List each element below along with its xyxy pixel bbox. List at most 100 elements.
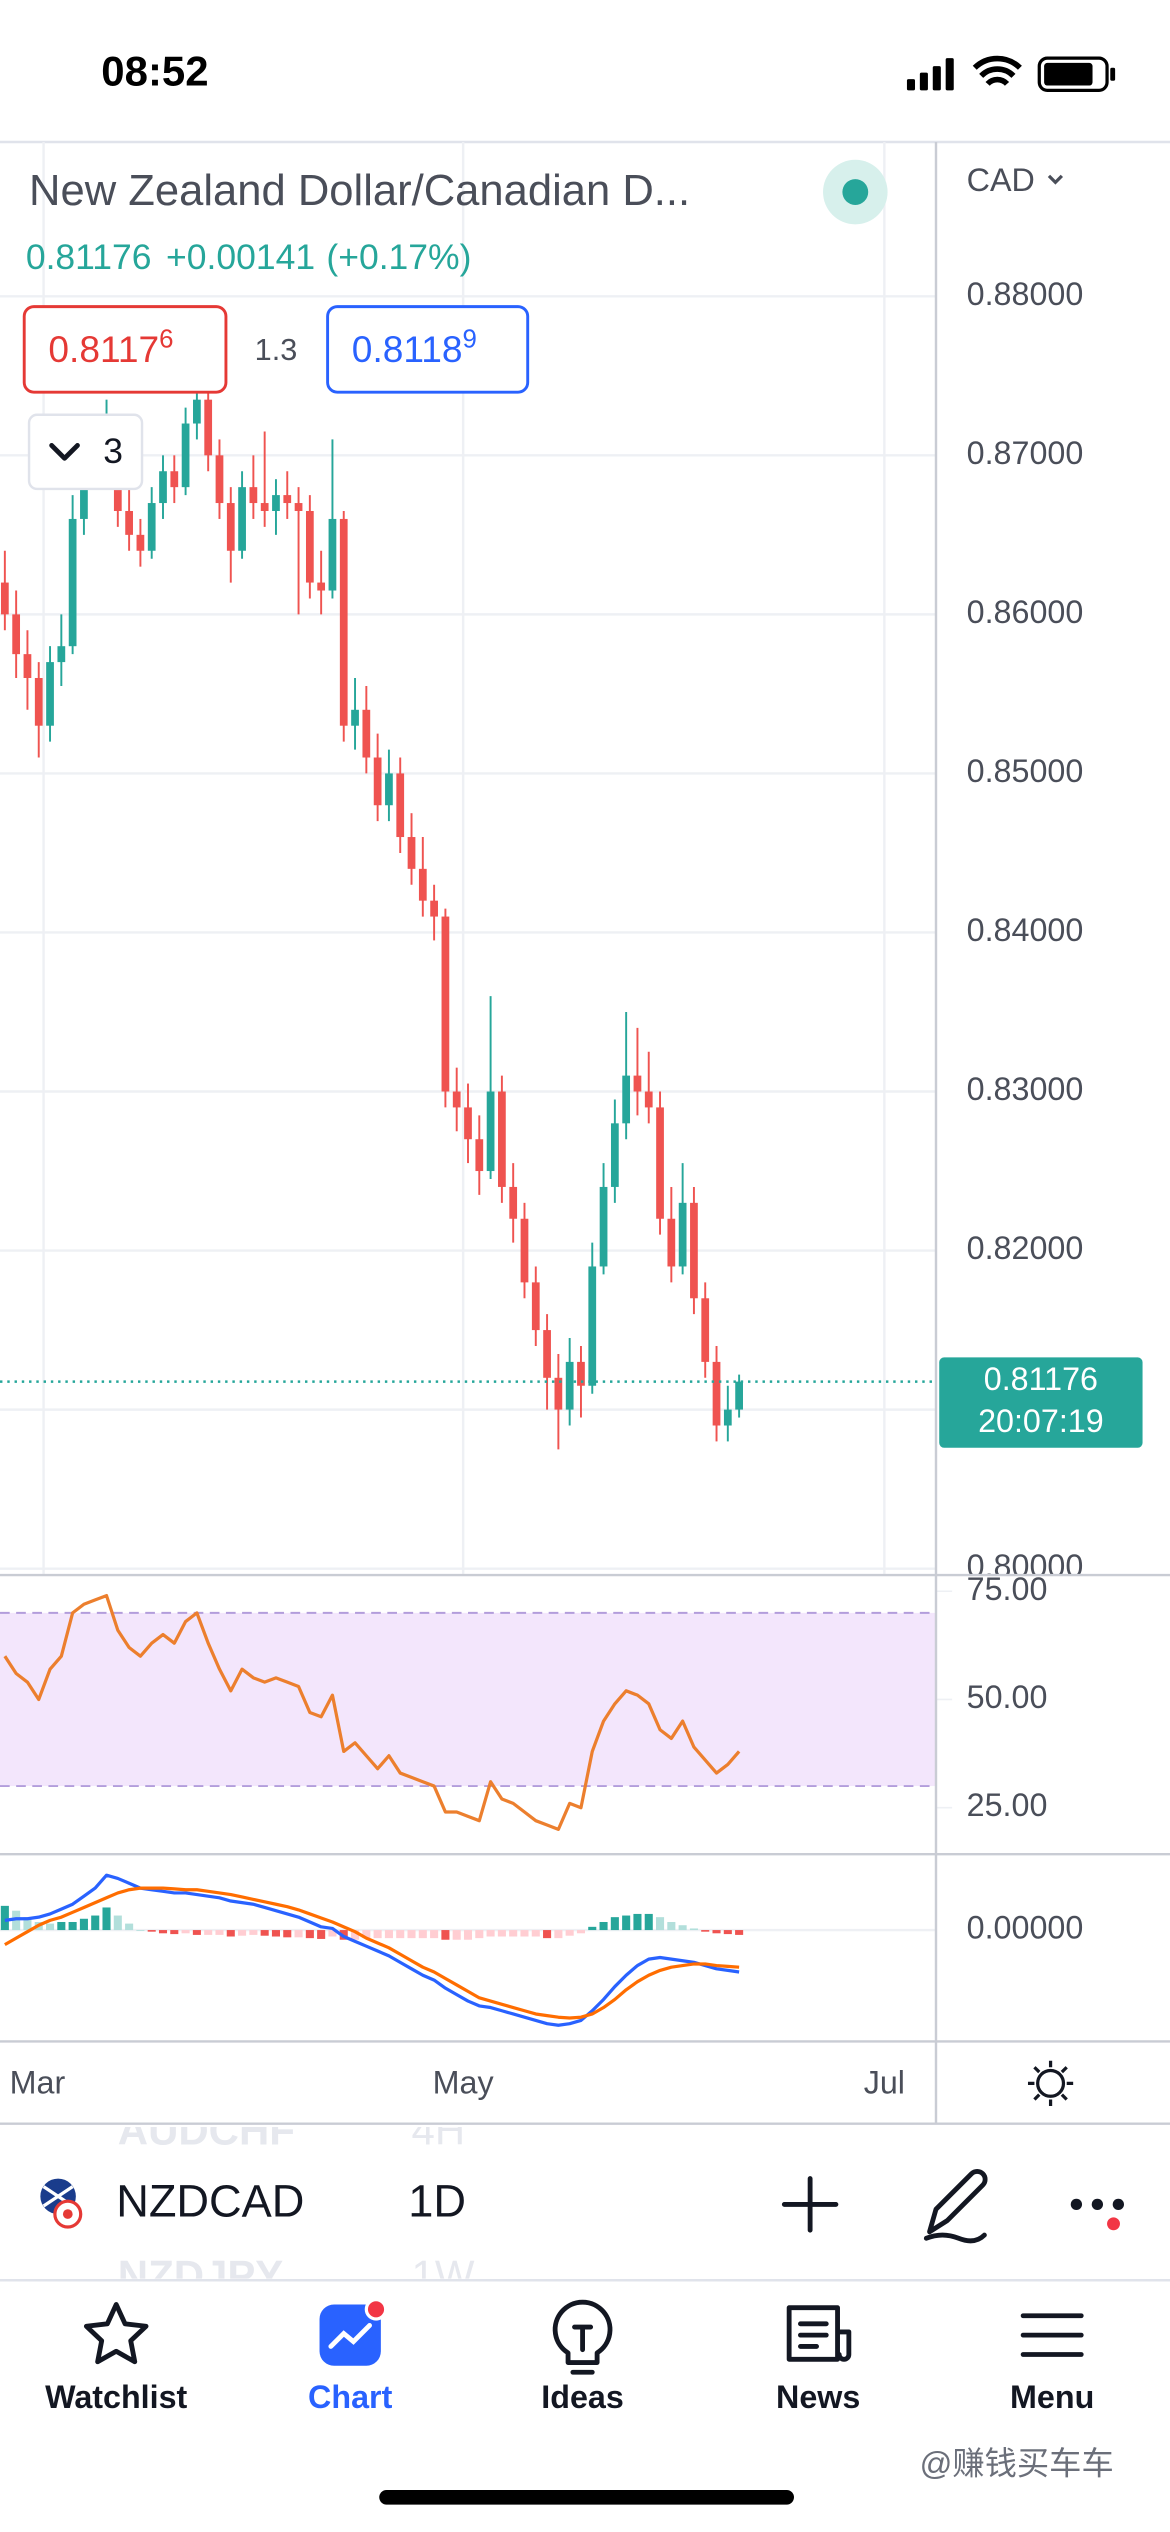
macd-histogram xyxy=(373,1930,382,1939)
x-tick-label: Jul xyxy=(864,2065,905,2101)
y-tick-label: 25.00 xyxy=(967,1787,1048,1823)
candle-body xyxy=(554,1377,563,1410)
macd-histogram xyxy=(68,1921,77,1931)
candle-body xyxy=(136,534,145,551)
macd-histogram xyxy=(622,1915,631,1931)
symbol-title[interactable]: New Zealand Dollar/Canadian D... xyxy=(29,167,690,215)
macd-histogram xyxy=(452,1930,461,1940)
macd-histogram xyxy=(689,1928,698,1931)
menu-icon[interactable] xyxy=(1020,2313,1084,2357)
macd-histogram xyxy=(192,1930,201,1935)
tab-label[interactable]: Ideas xyxy=(541,2379,624,2415)
news-icon[interactable] xyxy=(786,2305,852,2362)
macd-histogram xyxy=(57,1921,66,1931)
y-tick-label: 0.88000 xyxy=(967,276,1084,312)
candle-body xyxy=(57,646,66,663)
macd-histogram xyxy=(271,1930,280,1937)
candle-body xyxy=(226,503,235,551)
sell-button[interactable] xyxy=(22,305,228,394)
tab-label[interactable]: Watchlist xyxy=(45,2379,187,2415)
candle-body xyxy=(317,582,326,591)
macd-histogram xyxy=(554,1930,563,1939)
buy-button[interactable] xyxy=(326,305,530,394)
macd-histogram xyxy=(226,1930,235,1937)
macd-histogram xyxy=(23,1917,32,1931)
macd-histogram xyxy=(79,1918,88,1931)
candle-body xyxy=(204,399,213,456)
macd-histogram xyxy=(633,1913,642,1931)
y-tick-label: 0.85000 xyxy=(967,753,1084,789)
candle-body xyxy=(735,1381,743,1410)
candle-body xyxy=(396,773,405,838)
macd-histogram xyxy=(497,1930,506,1937)
badge xyxy=(364,2298,388,2321)
signal-line xyxy=(4,1886,740,2020)
symbol-bar: AUDCHF 4H NZDJPY 1W xyxy=(118,2127,475,2299)
macd-histogram xyxy=(113,1915,122,1931)
macd-histogram xyxy=(102,1907,111,1931)
candle-body xyxy=(633,1075,642,1092)
chart-icon[interactable] xyxy=(319,2304,381,2366)
macd-histogram xyxy=(170,1930,179,1935)
currency[interactable]: CAD xyxy=(967,162,1035,198)
macd-histogram xyxy=(407,1930,416,1939)
macd-histogram xyxy=(576,1930,585,1934)
candle-body xyxy=(622,1075,631,1124)
tab-label[interactable]: Menu xyxy=(1010,2379,1094,2415)
candle-body xyxy=(215,455,224,504)
add-button[interactable] xyxy=(781,2176,839,2233)
flag xyxy=(40,2178,83,2229)
candle-body xyxy=(80,471,88,519)
macd-histogram xyxy=(430,1930,439,1939)
sell-price: 0.81176 xyxy=(48,325,173,369)
home-indicator xyxy=(379,2490,794,2505)
candle-body xyxy=(272,495,280,511)
status-icons xyxy=(906,55,1116,92)
more-button[interactable] xyxy=(1070,2198,1124,2231)
macd-histogram xyxy=(125,1923,134,1931)
settings-icon[interactable] xyxy=(1027,2060,1074,2106)
spread: 1.3 xyxy=(255,333,298,367)
macd-histogram xyxy=(305,1930,314,1939)
candle-body xyxy=(68,518,77,647)
candle-body xyxy=(418,868,427,901)
y-tick-label: 0.83000 xyxy=(967,1071,1084,1107)
ghost-interval: 1W xyxy=(412,2252,475,2299)
buy-main: 0.8118 xyxy=(352,328,463,370)
last-price-box xyxy=(939,1357,1143,1448)
tab-label[interactable]: News xyxy=(776,2379,860,2415)
countdown: 20:07:19 xyxy=(978,1403,1104,1439)
ideas-icon[interactable] xyxy=(552,2299,613,2375)
candle-body xyxy=(531,1282,540,1331)
candle-body xyxy=(520,1218,529,1283)
macd-histogram xyxy=(238,1930,247,1936)
candle-body xyxy=(452,1091,461,1108)
candle-body xyxy=(193,399,201,424)
symbol[interactable]: NZDCAD xyxy=(116,2175,304,2226)
indicator-toggle[interactable] xyxy=(27,413,144,491)
candle-body xyxy=(577,1361,585,1386)
candle-body xyxy=(430,900,438,917)
candle-body xyxy=(498,1091,506,1187)
sell-digit: 6 xyxy=(159,325,173,353)
chevron xyxy=(49,442,80,461)
candle-body xyxy=(12,614,21,655)
candle-body xyxy=(305,510,314,583)
macd-histogram xyxy=(147,1930,156,1932)
watchlist-icon[interactable] xyxy=(83,2302,149,2365)
y-tick-label: 50.00 xyxy=(967,1679,1048,1715)
pane-borders xyxy=(0,142,1170,2125)
currency-chevron xyxy=(1047,174,1064,185)
indicator-count: 3 xyxy=(103,431,123,471)
change: +0.00141 xyxy=(166,237,315,277)
draw-button[interactable] xyxy=(923,2169,988,2244)
interval[interactable]: 1D xyxy=(408,2175,466,2226)
tab-label[interactable]: Chart xyxy=(308,2379,393,2415)
candle-body xyxy=(159,471,167,504)
macd-histogram xyxy=(723,1930,732,1935)
candle-body xyxy=(260,503,269,511)
macd-histogram xyxy=(599,1921,608,1931)
chart-icon-line xyxy=(328,2323,372,2349)
macd-histogram xyxy=(204,1930,213,1935)
